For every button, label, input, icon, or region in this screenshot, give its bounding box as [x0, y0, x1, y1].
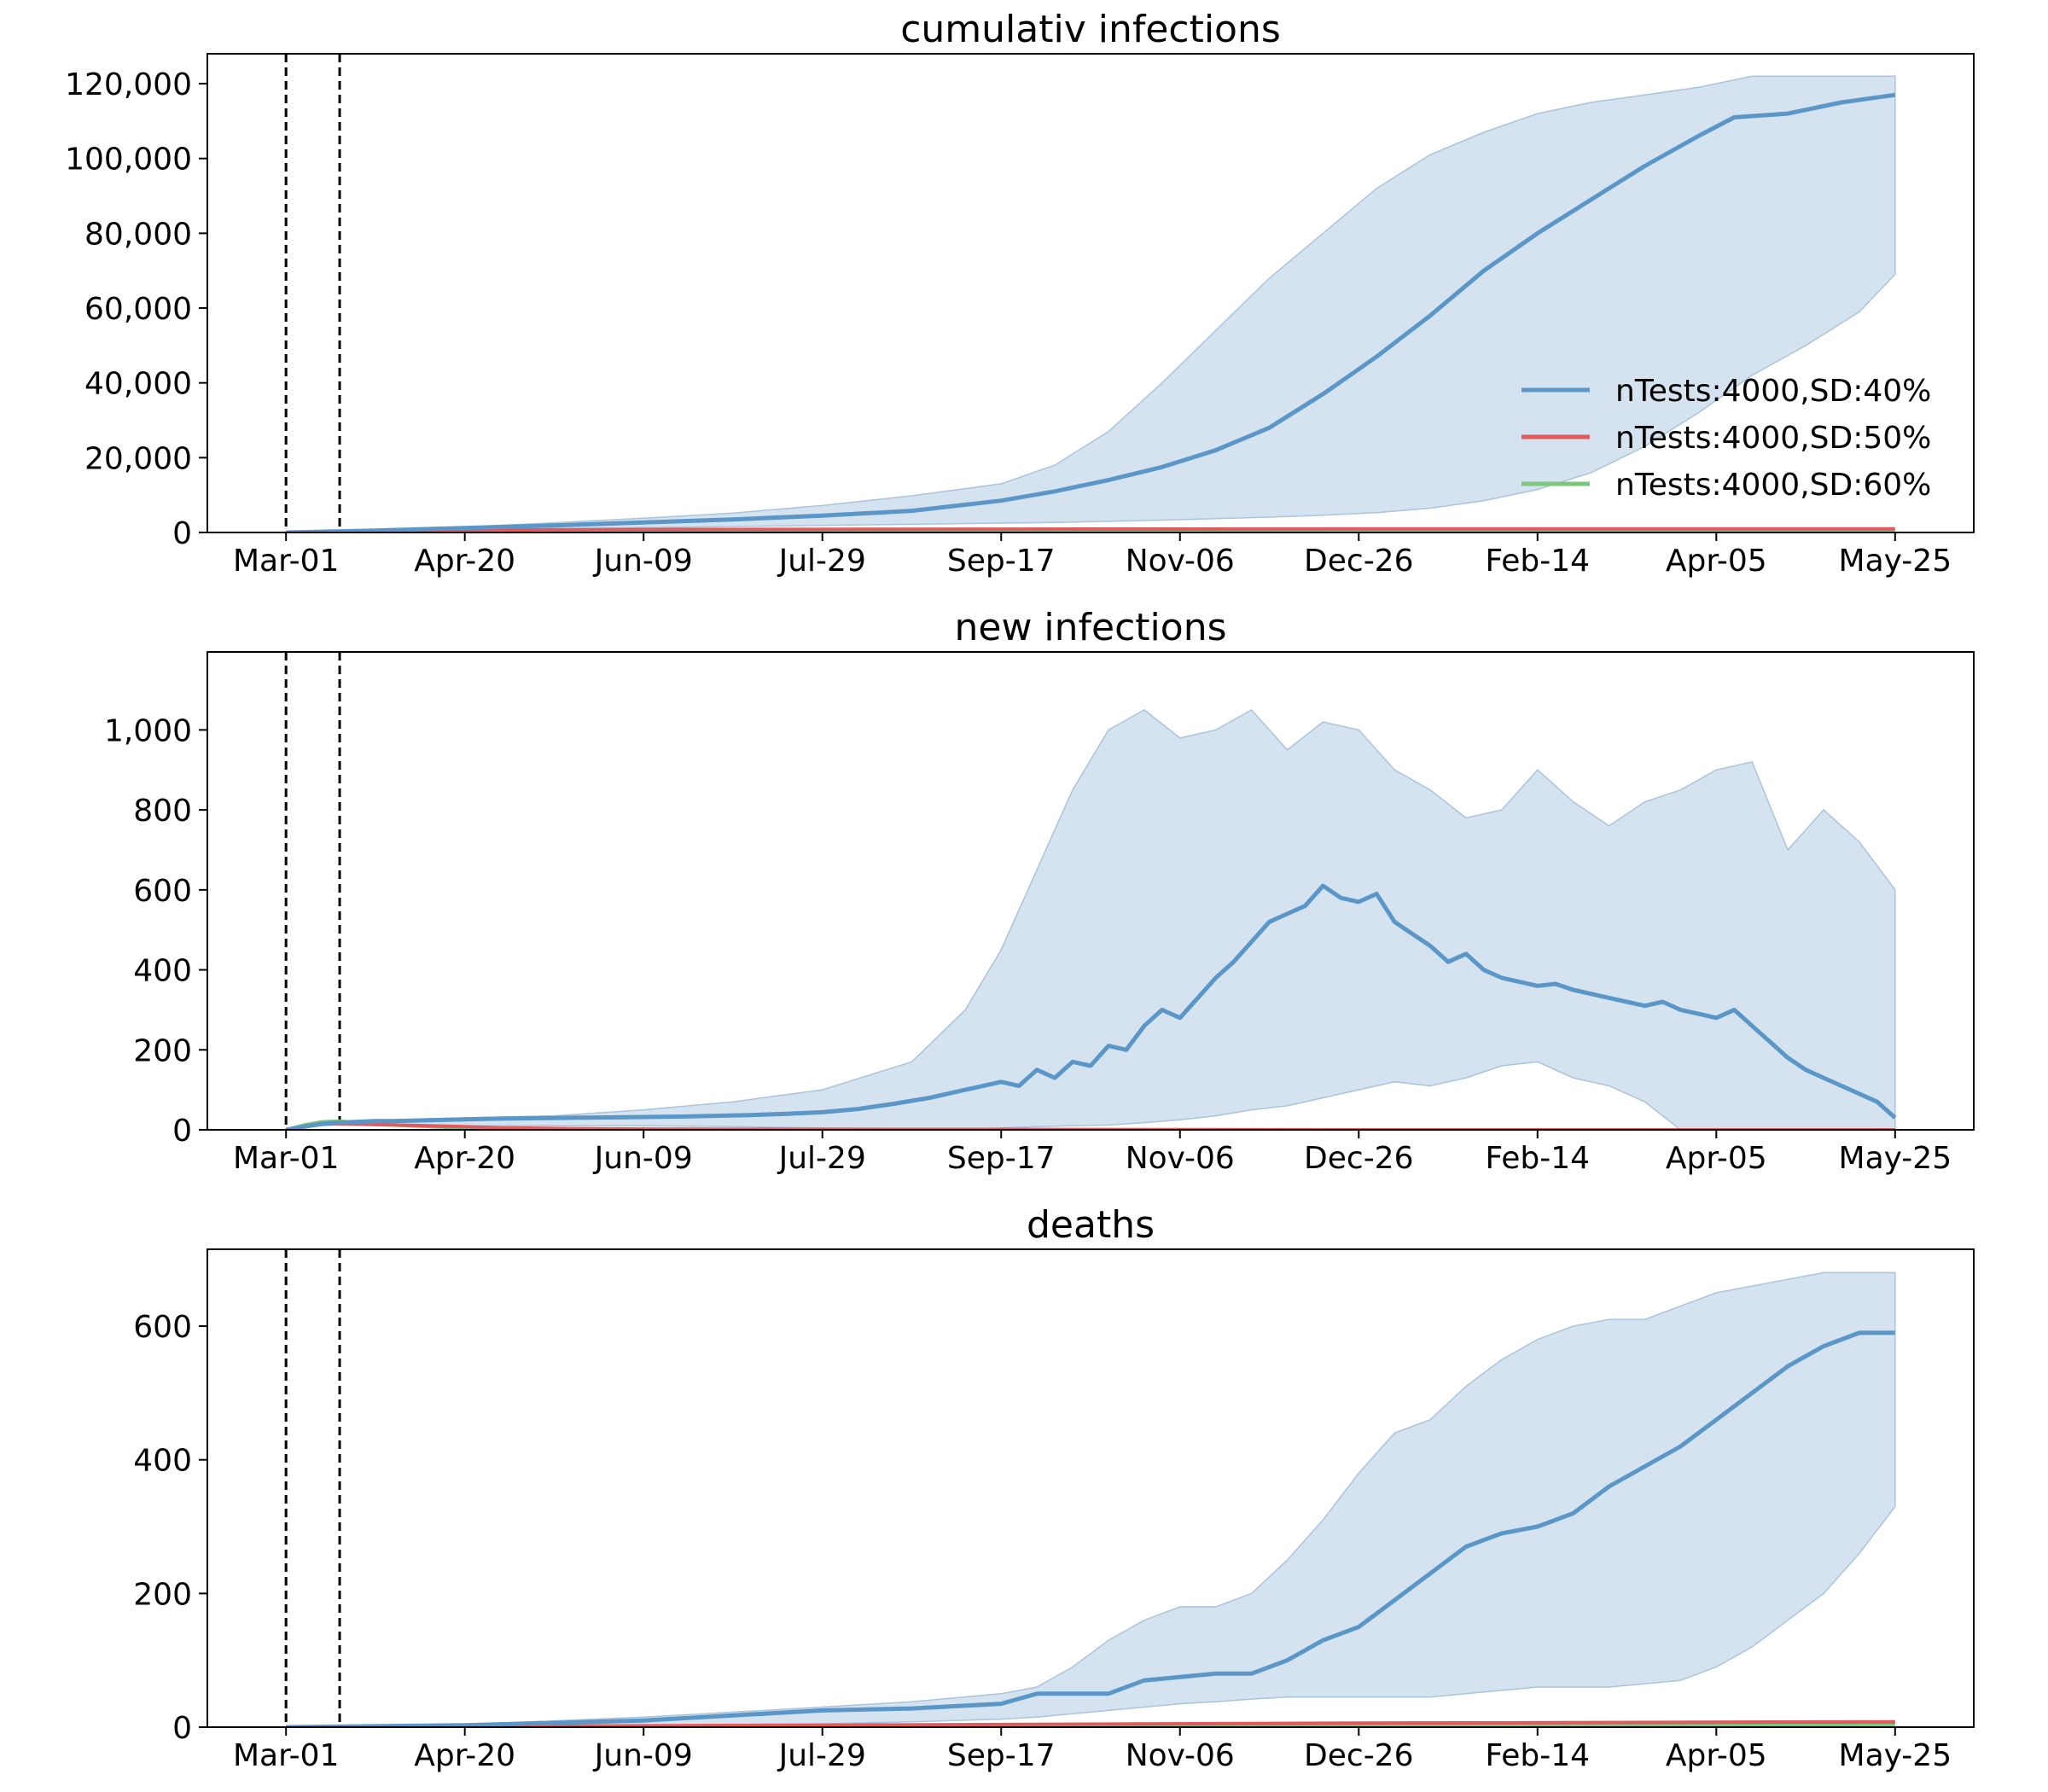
- y-tick-label: 80,000: [84, 217, 192, 252]
- x-tick-label: Jul-29: [777, 544, 866, 579]
- series-line-nTests:4000,SD:40%: [285, 883, 1897, 1130]
- y-tick-label: 120,000: [65, 67, 192, 102]
- y-tick-label: 0: [172, 516, 192, 551]
- x-tick-label: Dec-26: [1304, 544, 1413, 579]
- x-tick-label: May-25: [1839, 1738, 1952, 1773]
- confidence-band: [286, 1271, 1896, 1727]
- axes-frame: [207, 53, 1975, 533]
- y-tick-label: 400: [133, 1444, 192, 1479]
- legend: nTests:4000,SD:40% nTests:4000,SD:50% nTes…: [1521, 374, 1931, 503]
- confidence-band: [286, 75, 1896, 532]
- x-tick-label: Jul-29: [777, 1738, 866, 1773]
- axes-frame: [207, 651, 1975, 1131]
- y-tick-label: 600: [133, 1310, 192, 1345]
- x-tick-label: May-25: [1839, 544, 1952, 579]
- x-tick-label: Nov-06: [1126, 1141, 1235, 1176]
- confidence-band: [286, 708, 1896, 1130]
- y-tick-label: 20,000: [84, 441, 192, 476]
- x-tick-label: Nov-06: [1126, 544, 1235, 579]
- y-tick-label: 400: [133, 954, 192, 989]
- y-tick-label: 0: [172, 1114, 192, 1149]
- x-tick-label: Feb-14: [1486, 544, 1591, 579]
- x-tick-label: Jul-29: [777, 1141, 866, 1176]
- x-tick-label: Sep-17: [947, 1141, 1056, 1176]
- y-tick-label: 200: [133, 1577, 192, 1612]
- y-tick-label: 800: [133, 794, 192, 829]
- x-tick-label: Feb-14: [1486, 1141, 1591, 1176]
- x-tick-label: Jun-09: [593, 544, 693, 579]
- chart-title: cumulativ infections: [900, 8, 1281, 51]
- chart-panel-1: Mar-01 Apr-20 Jun-09 Jul-29 Sep-17 Nov-06 Dec-…: [65, 8, 1975, 579]
- chart-title: deaths: [1027, 1203, 1155, 1247]
- x-tick-label: Mar-01: [233, 1738, 339, 1773]
- legend-label-1: nTests:4000,SD:40%: [1615, 374, 1931, 409]
- axes-frame: [207, 1248, 1975, 1728]
- x-tick-label: Sep-17: [947, 544, 1056, 579]
- x-tick-label: Dec-26: [1304, 1141, 1413, 1176]
- series-line-nTests:4000,SD:40%: [286, 1330, 1895, 1727]
- x-tick-label: Jun-09: [593, 1141, 693, 1176]
- series-line-nTests:4000,SD:50%: [286, 1719, 1895, 1727]
- y-tick-label: 40,000: [84, 367, 192, 402]
- x-tick-label: Nov-06: [1126, 1738, 1235, 1773]
- x-tick-label: Dec-26: [1304, 1738, 1413, 1773]
- chart-title: new infections: [955, 606, 1227, 649]
- legend-label-3: nTests:4000,SD:60%: [1615, 468, 1931, 503]
- legend-label-2: nTests:4000,SD:50%: [1615, 421, 1931, 456]
- y-tick-label: 60,000: [84, 292, 192, 327]
- x-tick-label: Mar-01: [233, 1141, 339, 1176]
- chart-panel-3: Mar-01 Apr-20 Jun-09 Jul-29 Sep-17 Nov-06 Dec-…: [133, 1203, 1975, 1773]
- y-tick-label: 100,000: [65, 143, 192, 177]
- x-tick-label: Apr-20: [414, 1738, 515, 1773]
- x-tick-label: Mar-01: [233, 544, 339, 579]
- x-tick-label: Apr-20: [414, 1141, 515, 1176]
- x-tick-label: May-25: [1839, 1141, 1952, 1176]
- y-tick-label: 600: [133, 874, 192, 909]
- y-tick-label: 200: [133, 1033, 192, 1068]
- x-tick-label: Apr-05: [1666, 544, 1767, 579]
- chart-panel-2: Mar-01 Apr-20 Jun-09 Jul-29 Sep-17 Nov-06 Dec-…: [104, 606, 1975, 1176]
- x-tick-label: Sep-17: [947, 1738, 1056, 1773]
- x-tick-label: Feb-14: [1486, 1738, 1591, 1773]
- y-tick-label: 1,000: [104, 713, 192, 748]
- y-tick-label: 0: [172, 1711, 192, 1746]
- x-tick-label: Apr-05: [1666, 1141, 1767, 1176]
- x-tick-label: Apr-05: [1666, 1738, 1767, 1773]
- x-tick-label: Jun-09: [593, 1738, 693, 1773]
- series-line-nTests:4000,SD:40%: [286, 92, 1896, 532]
- x-tick-label: Apr-20: [414, 544, 515, 579]
